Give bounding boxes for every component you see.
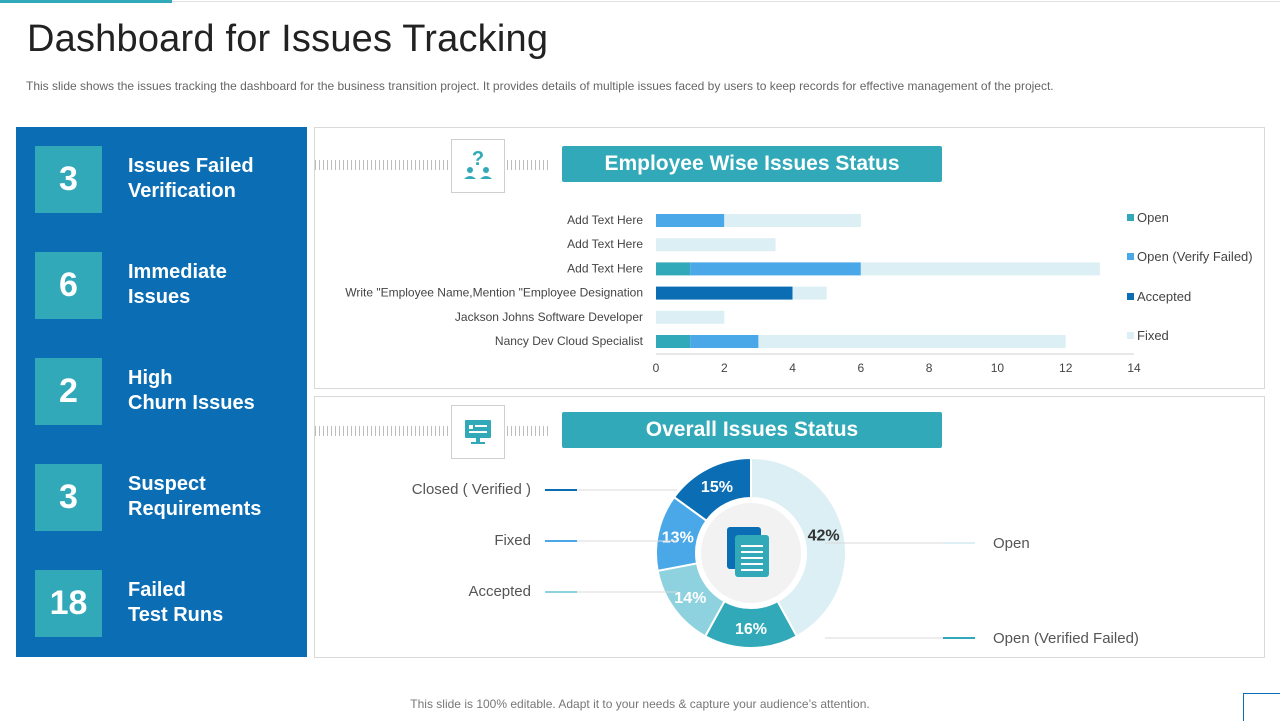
document-icon-line	[741, 557, 763, 559]
dotted-divider	[507, 160, 549, 170]
document-icon-line	[741, 551, 763, 553]
question-people-icon: ?	[451, 139, 505, 193]
bar-category-label: Write "Employee Name,Mention "Employee D…	[345, 286, 643, 300]
legend-label: Open	[1137, 210, 1169, 225]
bar-segment	[758, 335, 1066, 348]
legend-swatch	[1127, 214, 1134, 221]
monitor-icon	[451, 405, 505, 459]
donut-value-label: 16%	[735, 621, 767, 638]
donut-slice	[672, 456, 752, 523]
bar-segment	[656, 214, 725, 227]
kpi-issues-failed-verification: 3 Issues Failed Verification	[35, 146, 305, 213]
x-tick-label: 14	[1127, 361, 1141, 375]
document-icon-line	[741, 563, 763, 565]
bar-segment	[792, 286, 827, 300]
dotted-divider	[507, 426, 549, 436]
dotted-divider	[315, 160, 449, 170]
kpi-label: Failed Test Runs	[128, 579, 224, 626]
bar-segment	[724, 214, 861, 227]
dotted-divider	[315, 426, 449, 436]
kpi-label: Suspect Requirements	[128, 473, 262, 520]
legend-label: Open (Verify Failed)	[1137, 249, 1253, 264]
top-accent-bar	[0, 0, 172, 3]
legend-label: Fixed	[1137, 328, 1169, 343]
employee-chart-title: Employee Wise Issues Status	[562, 146, 942, 182]
bar-segment	[656, 310, 725, 324]
x-tick-label: 4	[789, 361, 796, 375]
bar-segment	[656, 238, 776, 252]
donut-value-label: 13%	[662, 530, 694, 547]
svg-text:?: ?	[472, 148, 484, 170]
bar-segment	[690, 262, 861, 276]
bar-category-label: Jackson Johns Software Developer	[455, 310, 643, 324]
legend-label: Accepted	[1137, 289, 1191, 304]
bar-segment	[656, 262, 691, 276]
x-tick-label: 2	[721, 361, 728, 375]
kpi-value: 6	[35, 252, 102, 319]
donut-category-label: Open (Verified Failed)	[993, 630, 1139, 647]
kpi-label: High Churn Issues	[128, 367, 255, 414]
bar-segment	[690, 335, 759, 348]
donut-category-label: Accepted	[468, 583, 531, 600]
bar-segment	[656, 335, 691, 348]
donut-value-label: 15%	[701, 479, 733, 496]
page-description: This slide shows the issues tracking the…	[26, 79, 1054, 93]
kpi-high-churn-issues: 2 High Churn Issues	[35, 358, 305, 425]
donut-slice	[750, 456, 847, 638]
bar-category-label: Add Text Here	[567, 213, 643, 227]
footer-note: This slide is 100% editable. Adapt it to…	[410, 697, 870, 711]
bar-category-label: Add Text Here	[567, 237, 643, 251]
kpi-suspect-requirements: 3 Suspect Requirements	[35, 464, 305, 531]
kpi-label: Immediate Issues	[128, 261, 227, 308]
bar-segment	[860, 262, 1100, 276]
x-tick-label: 0	[653, 361, 660, 375]
x-tick-label: 10	[991, 361, 1005, 375]
kpi-value: 3	[35, 146, 102, 213]
donut-category-label: Closed ( Verified )	[412, 481, 531, 498]
employee-issues-card: ? Employee Wise Issues Status Add Text H…	[314, 127, 1265, 389]
page-title: Dashboard for Issues Tracking	[27, 18, 549, 60]
top-divider	[172, 1, 1280, 2]
x-tick-label: 12	[1059, 361, 1073, 375]
kpi-label: Issues Failed Verification	[128, 155, 254, 202]
overall-issues-card: Overall Issues Status 42% 16% 14% 13% 15% Clo…	[314, 396, 1265, 658]
legend-swatch	[1127, 293, 1134, 300]
legend-swatch	[1127, 253, 1134, 260]
x-tick-label: 6	[858, 361, 865, 375]
donut-value-label: 14%	[674, 590, 706, 607]
corner-frame	[1243, 693, 1280, 721]
bar-segment	[656, 286, 793, 300]
document-icon-line	[741, 569, 763, 571]
x-tick-label: 8	[926, 361, 933, 375]
bar-category-label: Add Text Here	[567, 261, 643, 275]
kpi-panel: 3 Issues Failed Verification 6 Immediate…	[16, 127, 307, 657]
kpi-value: 3	[35, 464, 102, 531]
document-icon-line	[741, 545, 763, 547]
legend-swatch	[1127, 332, 1134, 339]
donut-category-label: Fixed	[494, 532, 531, 549]
donut-value-label: 42%	[808, 527, 840, 544]
kpi-value: 2	[35, 358, 102, 425]
kpi-failed-test-runs: 18 Failed Test Runs	[35, 570, 305, 637]
kpi-immediate-issues: 6 Immediate Issues	[35, 252, 305, 319]
employee-issues-bar-chart: Add Text Here Add Text Here Add Text Here W…	[345, 210, 1253, 375]
donut-category-label: Open	[993, 535, 1030, 552]
bar-category-label: Nancy Dev Cloud Specialist	[495, 334, 644, 348]
overall-chart-title: Overall Issues Status	[562, 412, 942, 448]
kpi-value: 18	[35, 570, 102, 637]
overall-issues-donut-chart: 42% 16% 14% 13% 15% Closed ( Verified ) Fixed A…	[412, 456, 1139, 649]
